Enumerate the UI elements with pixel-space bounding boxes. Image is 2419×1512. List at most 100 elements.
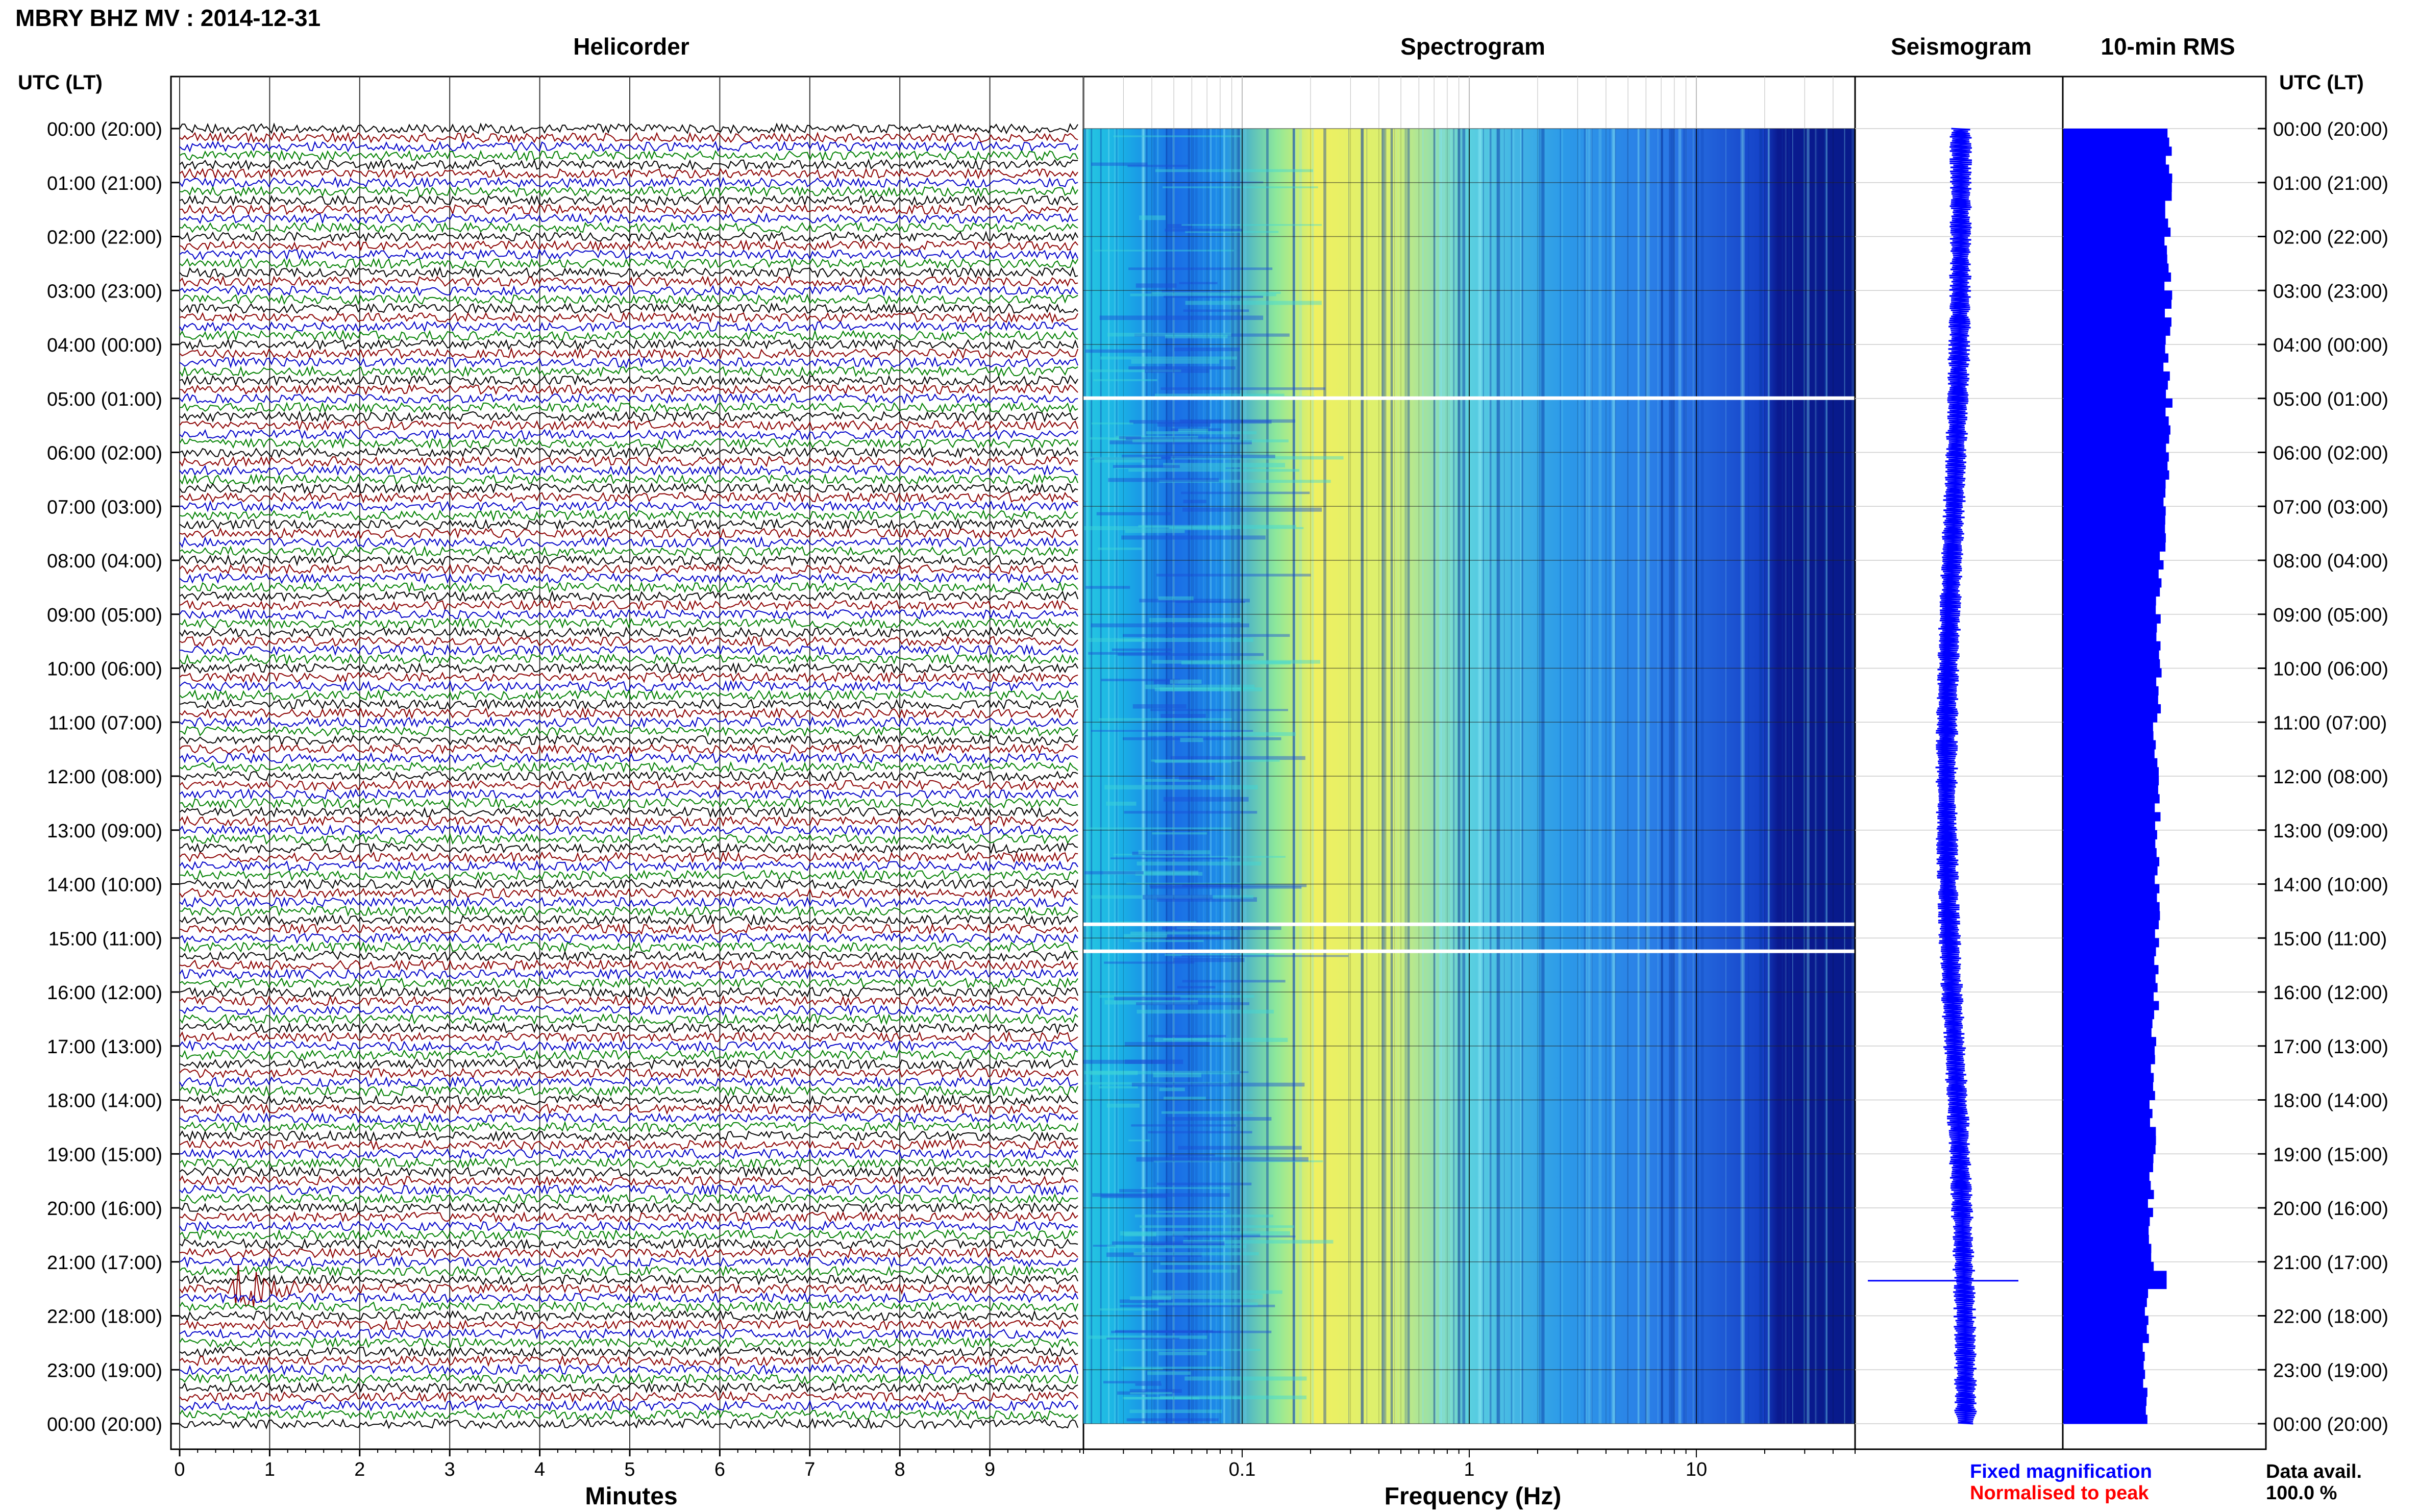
- seismogram-title: Seismogram: [1890, 33, 2032, 60]
- helicorder-trace: [179, 1139, 1078, 1151]
- spectrogram-band: [1124, 1042, 1210, 1047]
- spectrogram-band: [1092, 1193, 1230, 1197]
- helicorder-trace: [179, 158, 1078, 171]
- spectrogram-band: [1091, 422, 1133, 425]
- helicorder-trace: [179, 1228, 1078, 1241]
- spectrogram-band: [1100, 1308, 1159, 1311]
- rms-bar: [2063, 344, 2165, 354]
- helicorder-trace: [179, 1247, 1078, 1259]
- spectrogram-band: [1164, 1097, 1206, 1100]
- spectrogram-band: [1125, 1059, 1183, 1064]
- helicorder-trace: [180, 644, 1078, 657]
- rms-bar: [2063, 1378, 2143, 1388]
- helicorder-trace: [180, 401, 1078, 414]
- spectrogram-band: [1117, 1391, 1146, 1395]
- helicorder-trace: [179, 257, 1078, 269]
- helicorder-trace: [179, 608, 1078, 621]
- spectrogram-band: [1175, 601, 1245, 603]
- helicorder-trace: [179, 383, 1078, 395]
- helicorder-trace: [179, 320, 1078, 333]
- spectrogram-title: Spectrogram: [1400, 33, 1545, 60]
- spectrogram-band: [1112, 648, 1172, 651]
- rms-bar: [2063, 1387, 2148, 1397]
- helicorder-trace: [179, 1058, 1078, 1070]
- rms-bar: [2063, 182, 2172, 192]
- spectrogram-band: [1085, 349, 1152, 353]
- spectrogram-x-tick-label: 10: [1686, 1459, 1707, 1480]
- rms-bar: [2063, 1244, 2152, 1253]
- spectrogram-band: [1154, 680, 1178, 684]
- helicorder-trace: [179, 662, 1078, 675]
- rms-bar: [2063, 587, 2160, 597]
- helicorder-trace: [179, 429, 1078, 441]
- spectrogram-band: [1171, 428, 1222, 431]
- spectrogram-band: [1183, 1235, 1296, 1237]
- rms-bar: [2063, 1352, 2145, 1361]
- rms-bar: [2063, 641, 2161, 651]
- helicorder-trace: [179, 338, 1078, 351]
- rms-bar: [2063, 902, 2160, 911]
- rms-bar: [2063, 947, 2156, 956]
- helicorder-trace: [179, 1373, 1078, 1385]
- spectrogram-band: [1169, 527, 1304, 529]
- time-label-right: 09:00 (05:00): [2273, 605, 2388, 626]
- spectrogram-band: [1115, 1330, 1213, 1333]
- spectrogram-band: [1163, 463, 1285, 467]
- spectrogram-band: [1100, 356, 1238, 360]
- rms-bar: [2063, 569, 2159, 579]
- helicorder-trace: [179, 743, 1078, 755]
- helicorder-trace: [179, 410, 1078, 423]
- spectrogram-band: [1136, 283, 1177, 288]
- helicorder-trace: [179, 249, 1078, 261]
- helicorder-trace: [179, 239, 1078, 252]
- spectrogram-band: [1153, 1073, 1201, 1078]
- rms-bar: [2063, 659, 2160, 668]
- helicorder-trace: [179, 815, 1078, 828]
- time-label-left: 18:00 (14:00): [47, 1090, 162, 1112]
- helicorder-trace: [179, 122, 1078, 135]
- spectrogram-band: [1174, 348, 1240, 352]
- spectrogram-band: [1120, 1299, 1164, 1303]
- spectrogram-band: [1138, 525, 1296, 528]
- helicorder-trace: [179, 455, 1078, 467]
- rms-bar: [2063, 668, 2162, 678]
- rms-bar: [2063, 191, 2172, 201]
- helicorder-trace: [179, 913, 1078, 926]
- spectrogram-band: [1181, 955, 1349, 957]
- rms-bar: [2063, 164, 2169, 174]
- spectrogram-band: [1103, 1381, 1161, 1383]
- spectrogram-band: [1091, 730, 1253, 732]
- helicorder-trace: [179, 167, 1078, 180]
- helicorder-trace: [179, 1039, 1078, 1052]
- time-label-right: 06:00 (02:00): [2273, 443, 2388, 464]
- rms-bar: [2063, 1405, 2146, 1415]
- spectrogram-band: [1132, 439, 1289, 442]
- time-label-right: 23:00 (19:00): [2273, 1360, 2388, 1381]
- rms-bar: [2063, 227, 2171, 237]
- rms-bar: [2063, 794, 2160, 804]
- helicorder-trace: [179, 1102, 1078, 1116]
- helicorder-trace: [179, 1319, 1078, 1331]
- rms-bar: [2063, 1145, 2156, 1154]
- spectrogram-band: [1156, 897, 1257, 902]
- spectrogram-band: [1170, 756, 1305, 760]
- helicorder-trace: [179, 545, 1078, 557]
- spectrogram-band: [1130, 931, 1220, 935]
- helicorder-trace: [179, 132, 1078, 144]
- rms-bar: [2063, 677, 2157, 687]
- rms-bar: [2063, 218, 2168, 228]
- rms-bar: [2063, 1253, 2152, 1262]
- rms-bar: [2063, 839, 2156, 849]
- helicorder-trace: [179, 437, 1078, 450]
- helicorder-trace: [179, 212, 1078, 225]
- spectrogram-band: [1129, 1389, 1182, 1393]
- time-label-left: 06:00 (02:00): [47, 443, 162, 464]
- spectrogram-band: [1084, 871, 1144, 875]
- spectrogram-band: [1148, 732, 1296, 736]
- utc-header-left: UTC (LT): [18, 71, 103, 94]
- rms-bar: [2063, 767, 2159, 777]
- time-label-left: 10:00 (06:00): [47, 659, 162, 680]
- spectrogram-band: [1131, 1124, 1236, 1127]
- time-label-left: 16:00 (12:00): [47, 982, 162, 1004]
- rms-bar: [2063, 209, 2165, 219]
